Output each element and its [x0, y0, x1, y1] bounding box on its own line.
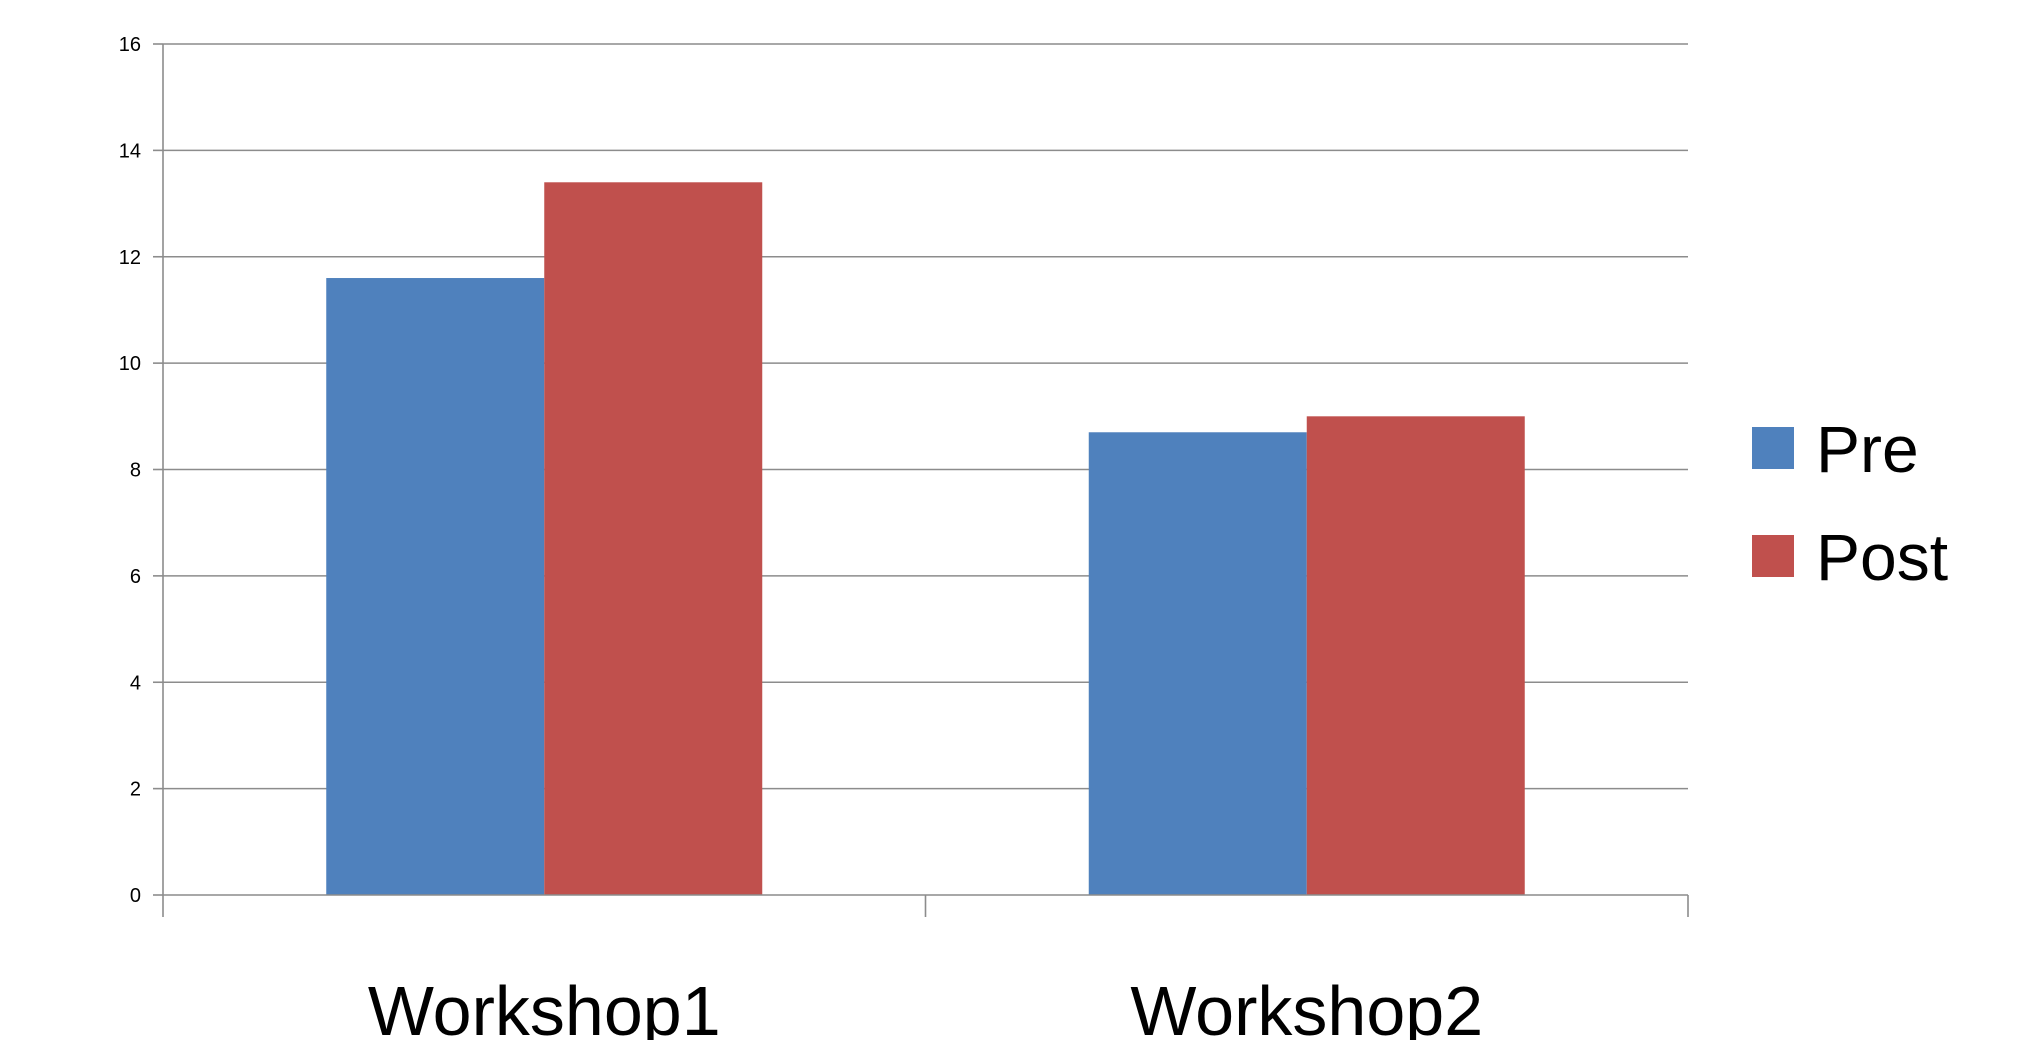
y-tick-label: 16 — [119, 34, 141, 56]
legend-label-pre: Pre — [1816, 412, 1919, 486]
axis-labels: 0 2 4 6 8 10 12 14 16 Workshop1 Workshop2 — [119, 34, 1483, 1040]
y-tick-label: 4 — [130, 672, 141, 694]
category-label-workshop1: Workshop1 — [368, 972, 721, 1040]
y-tick-label: 0 — [130, 885, 141, 907]
bar-pre-workshop1 — [326, 278, 545, 895]
bars — [326, 182, 1525, 896]
bar-post-workshop2 — [1306, 416, 1525, 895]
y-tick-label: 14 — [119, 140, 141, 162]
y-tick-label: 12 — [119, 247, 141, 269]
y-tick-label: 2 — [130, 779, 141, 801]
legend: Pre Post — [1752, 412, 1948, 594]
category-label-workshop2: Workshop2 — [1130, 972, 1483, 1040]
legend-swatch-post — [1752, 535, 1794, 577]
legend-swatch-pre — [1752, 427, 1794, 469]
y-tick-label: 8 — [130, 460, 141, 482]
axes — [153, 43, 1689, 917]
y-tick-label: 6 — [130, 566, 141, 588]
bar-pre-workshop2 — [1088, 432, 1307, 895]
y-tick-label: 10 — [119, 353, 141, 375]
legend-label-post: Post — [1816, 520, 1948, 594]
bar-post-workshop1 — [544, 182, 763, 896]
